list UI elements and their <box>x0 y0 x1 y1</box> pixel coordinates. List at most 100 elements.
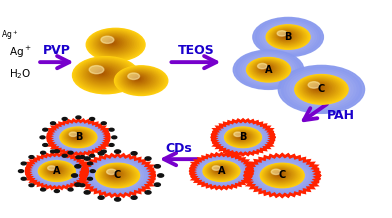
Circle shape <box>49 121 108 154</box>
Circle shape <box>107 170 124 179</box>
Circle shape <box>261 66 270 71</box>
Circle shape <box>69 132 85 141</box>
Circle shape <box>127 73 151 86</box>
Circle shape <box>310 83 327 92</box>
Circle shape <box>44 164 68 177</box>
Circle shape <box>280 174 285 177</box>
Circle shape <box>240 135 241 136</box>
Circle shape <box>276 172 283 176</box>
Circle shape <box>132 76 143 82</box>
Circle shape <box>268 168 296 183</box>
Circle shape <box>53 169 55 170</box>
Circle shape <box>268 26 308 48</box>
Circle shape <box>89 30 142 59</box>
Circle shape <box>235 133 251 142</box>
Circle shape <box>249 59 288 81</box>
Circle shape <box>35 159 78 183</box>
Circle shape <box>60 127 97 148</box>
Circle shape <box>111 172 119 176</box>
Circle shape <box>95 33 133 54</box>
Circle shape <box>50 167 59 172</box>
Circle shape <box>31 157 82 185</box>
Circle shape <box>87 162 93 165</box>
Circle shape <box>109 41 114 44</box>
Circle shape <box>87 65 120 83</box>
Circle shape <box>304 80 336 97</box>
Circle shape <box>98 71 105 75</box>
Circle shape <box>98 164 137 186</box>
Circle shape <box>71 133 82 139</box>
Circle shape <box>74 135 78 137</box>
Circle shape <box>96 70 107 76</box>
Circle shape <box>230 130 254 143</box>
Circle shape <box>276 31 296 42</box>
Circle shape <box>55 124 102 150</box>
Circle shape <box>278 31 295 41</box>
Circle shape <box>114 198 121 201</box>
Circle shape <box>43 128 48 131</box>
Circle shape <box>94 68 111 78</box>
Circle shape <box>210 165 230 176</box>
Circle shape <box>73 57 139 94</box>
Circle shape <box>74 135 82 140</box>
Circle shape <box>65 130 89 143</box>
Circle shape <box>67 131 90 144</box>
Circle shape <box>308 82 320 88</box>
Circle shape <box>274 171 285 177</box>
Circle shape <box>221 125 265 149</box>
Circle shape <box>89 66 104 74</box>
Circle shape <box>266 25 310 49</box>
Circle shape <box>304 80 339 99</box>
Circle shape <box>51 168 58 172</box>
Circle shape <box>84 63 124 85</box>
Circle shape <box>272 28 305 46</box>
Circle shape <box>299 77 342 101</box>
Text: Ag$^+$: Ag$^+$ <box>9 45 31 60</box>
Circle shape <box>265 24 312 50</box>
Circle shape <box>236 133 247 139</box>
Circle shape <box>78 60 131 89</box>
Circle shape <box>205 162 237 180</box>
Circle shape <box>42 163 70 178</box>
Circle shape <box>51 150 56 153</box>
Circle shape <box>91 31 138 57</box>
Circle shape <box>256 63 278 75</box>
Circle shape <box>260 65 273 72</box>
Circle shape <box>107 169 116 175</box>
Circle shape <box>262 164 302 186</box>
Circle shape <box>296 75 347 103</box>
Circle shape <box>114 66 168 95</box>
Circle shape <box>62 118 67 120</box>
Circle shape <box>261 164 303 187</box>
Circle shape <box>274 29 300 44</box>
Circle shape <box>236 51 301 88</box>
Circle shape <box>229 129 256 145</box>
Circle shape <box>272 170 288 179</box>
Circle shape <box>38 161 75 181</box>
Circle shape <box>113 173 117 175</box>
Text: TEOS: TEOS <box>178 44 214 57</box>
Circle shape <box>214 167 225 173</box>
Circle shape <box>227 129 259 146</box>
Circle shape <box>269 168 293 181</box>
Circle shape <box>108 170 123 179</box>
Circle shape <box>87 177 93 180</box>
Text: B: B <box>75 132 82 142</box>
Circle shape <box>235 133 248 140</box>
Circle shape <box>255 19 321 55</box>
Circle shape <box>55 170 59 172</box>
Circle shape <box>45 164 67 177</box>
Circle shape <box>271 27 304 46</box>
Circle shape <box>229 130 255 144</box>
Text: A: A <box>218 166 225 176</box>
Circle shape <box>41 162 73 180</box>
Circle shape <box>306 81 333 96</box>
Circle shape <box>130 75 146 83</box>
Circle shape <box>119 68 162 92</box>
Circle shape <box>117 67 165 94</box>
Circle shape <box>76 136 80 138</box>
Circle shape <box>123 71 156 89</box>
Circle shape <box>281 33 295 41</box>
Text: C: C <box>114 170 121 181</box>
Circle shape <box>106 39 118 46</box>
